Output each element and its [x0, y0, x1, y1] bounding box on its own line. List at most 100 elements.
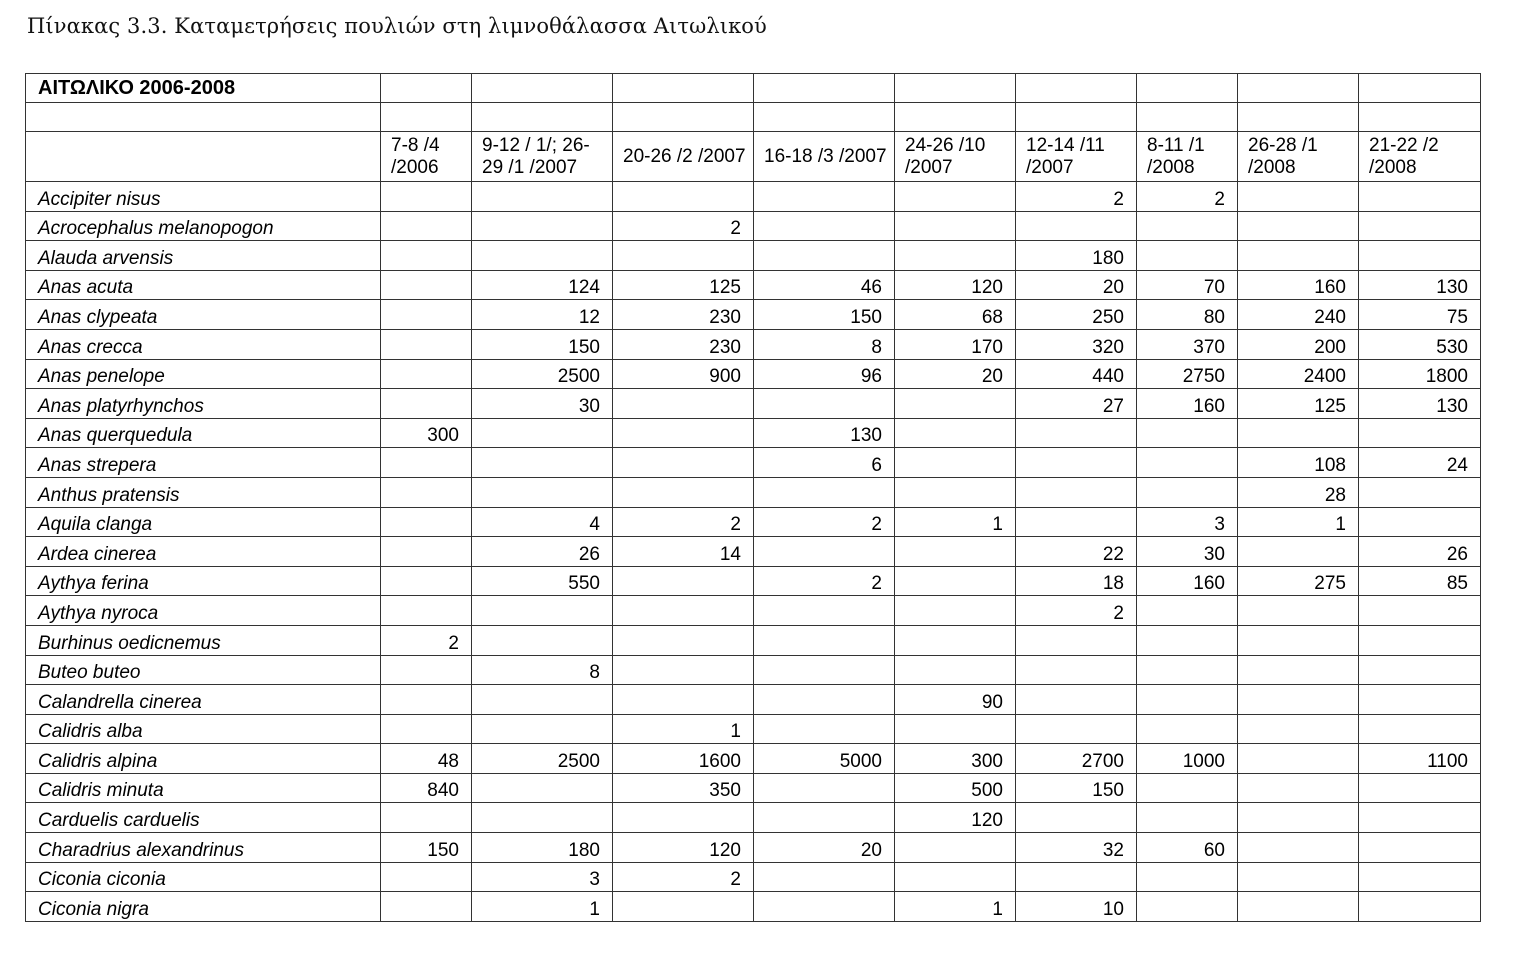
count-cell: 60 — [1136, 832, 1238, 863]
count-cell: 150 — [753, 299, 895, 330]
count-cell — [471, 476, 613, 508]
bird-count-table: ΑΙΤΩΛΙΚΟ 2006-2008 7-8 /4 /2006 9-12 / 1/;… — [25, 73, 1481, 922]
count-cell — [1237, 240, 1359, 271]
count-cell — [1237, 713, 1359, 745]
count-cell: 2 — [612, 861, 754, 893]
count-cell — [1358, 476, 1481, 508]
count-cell — [1136, 240, 1238, 271]
count-cell: 5000 — [753, 743, 895, 774]
count-cell — [380, 181, 472, 212]
species-name: Anas acuta — [25, 269, 381, 301]
count-cell — [1237, 624, 1359, 656]
count-cell: 250 — [1015, 299, 1137, 330]
count-cell: 124 — [471, 269, 613, 301]
count-cell — [1136, 861, 1238, 893]
count-cell — [471, 684, 613, 715]
count-cell: 3 — [471, 861, 613, 893]
count-cell — [471, 595, 613, 626]
count-cell: 2 — [612, 210, 754, 242]
count-cell — [1015, 447, 1137, 478]
count-cell — [1237, 654, 1359, 686]
table-row: Burhinus oedicnemus 2 — [25, 624, 1481, 656]
count-cell: 30 — [1136, 536, 1238, 567]
count-cell — [753, 624, 895, 656]
count-cell: 3 — [1136, 506, 1238, 538]
count-cell: 27 — [1015, 388, 1137, 419]
species-name: Calidris alpina — [25, 743, 381, 774]
count-cell — [753, 536, 895, 567]
count-cell — [753, 210, 895, 242]
column-header: 16-18 /3 /2007 — [753, 131, 895, 182]
count-cell: 170 — [894, 328, 1016, 360]
count-cell — [1136, 476, 1238, 508]
count-cell: 46 — [753, 269, 895, 301]
count-cell — [1358, 417, 1481, 449]
species-name: Anas clypeata — [25, 299, 381, 330]
count-cell: 530 — [1358, 328, 1481, 360]
count-cell — [471, 417, 613, 449]
count-cell — [1358, 181, 1481, 212]
count-cell — [471, 713, 613, 745]
species-name: Carduelis carduelis — [25, 802, 381, 834]
count-cell — [1136, 210, 1238, 242]
count-cell — [1237, 417, 1359, 449]
table-row: Calidris alpina 48 2500 1600 5000 300 2700 1000… — [25, 743, 1481, 774]
count-cell — [380, 447, 472, 478]
count-cell — [612, 684, 754, 715]
count-cell: 108 — [1237, 447, 1359, 478]
count-cell: 120 — [894, 269, 1016, 301]
empty-cell — [753, 73, 895, 103]
empty-cell — [25, 131, 381, 182]
count-cell — [1237, 772, 1359, 804]
count-cell: 900 — [612, 358, 754, 390]
table-row: Ardea cinerea 26 14 22 30 26 — [25, 536, 1481, 567]
count-cell: 2500 — [471, 743, 613, 774]
count-cell: 18 — [1015, 565, 1137, 597]
count-cell: 70 — [1136, 269, 1238, 301]
count-cell — [894, 713, 1016, 745]
species-name: Calandrella cinerea — [25, 684, 381, 715]
table-row: Aythya nyroca 2 — [25, 595, 1481, 626]
count-cell: 2 — [380, 624, 472, 656]
empty-cell — [1358, 73, 1481, 103]
count-cell — [380, 713, 472, 745]
count-cell — [1136, 772, 1238, 804]
species-name: Aquila clanga — [25, 506, 381, 538]
table-row: Calandrella cinerea 90 — [25, 684, 1481, 715]
species-name: Anas penelope — [25, 358, 381, 390]
column-header: 21-22 /2 /2008 — [1358, 131, 1481, 182]
table-row: Calidris alba 1 — [25, 713, 1481, 745]
count-cell: 32 — [1015, 832, 1137, 863]
count-cell: 350 — [612, 772, 754, 804]
count-cell: 2750 — [1136, 358, 1238, 390]
empty-cell — [1015, 102, 1137, 132]
count-cell: 2 — [753, 506, 895, 538]
count-cell: 125 — [1237, 388, 1359, 419]
count-cell — [471, 802, 613, 834]
count-cell — [380, 654, 472, 686]
count-cell — [1358, 210, 1481, 242]
count-cell: 550 — [471, 565, 613, 597]
count-cell: 20 — [1015, 269, 1137, 301]
species-name: Aythya nyroca — [25, 595, 381, 626]
count-cell — [612, 565, 754, 597]
species-name: Acrocephalus melanopogon — [25, 210, 381, 242]
count-cell: 230 — [612, 328, 754, 360]
count-cell — [753, 713, 895, 745]
count-cell — [1015, 506, 1137, 538]
count-cell: 125 — [612, 269, 754, 301]
table-row: Anas penelope 2500 900 96 20 440 2750 2400 1800 — [25, 358, 1481, 390]
count-cell — [1237, 536, 1359, 567]
count-cell — [612, 388, 754, 419]
count-cell — [380, 565, 472, 597]
count-cell: 4 — [471, 506, 613, 538]
empty-cell — [1358, 102, 1481, 132]
count-cell — [1015, 417, 1137, 449]
count-cell — [1136, 595, 1238, 626]
count-cell: 150 — [1015, 772, 1137, 804]
species-name: Anas strepera — [25, 447, 381, 478]
count-cell — [471, 210, 613, 242]
table-row: Anthus pratensis 28 — [25, 476, 1481, 508]
count-cell: 26 — [1358, 536, 1481, 567]
empty-cell — [1015, 73, 1137, 103]
